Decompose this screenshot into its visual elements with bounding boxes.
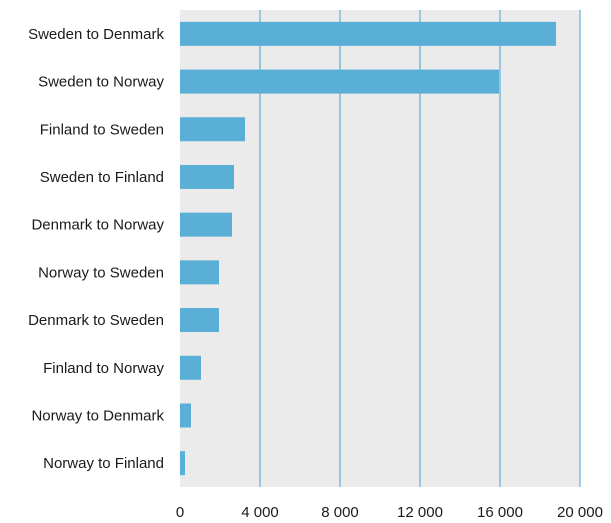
x-tick-label: 16 000 (477, 504, 523, 521)
x-tick-labels: 0 4 000 8 000 12 000 16 000 20 000 (176, 504, 603, 521)
x-tick-label: 4 000 (241, 504, 279, 521)
category-label: Norway to Denmark (31, 407, 164, 424)
category-label: Norway to Finland (43, 455, 164, 472)
x-tick-label: 8 000 (321, 504, 359, 521)
category-label: Sweden to Norway (38, 74, 164, 91)
category-label: Finland to Sweden (40, 121, 164, 138)
category-label: Finland to Norway (43, 360, 164, 377)
bar (180, 355, 201, 380)
category-label: Norway to Sweden (38, 264, 164, 281)
bar (180, 69, 499, 94)
bar (180, 451, 185, 476)
bar (180, 164, 234, 189)
bar (180, 260, 219, 285)
x-tick-label: 20 000 (557, 504, 603, 521)
category-label: Denmark to Norway (31, 217, 164, 234)
bar (180, 117, 245, 142)
bar (180, 403, 191, 428)
category-label: Sweden to Finland (40, 169, 164, 186)
bar (180, 21, 556, 46)
x-tick-label: 0 (176, 504, 184, 521)
category-label: Denmark to Sweden (28, 312, 164, 329)
category-labels: Sweden to Denmark Sweden to Norway Finland… (28, 26, 164, 472)
bar (180, 308, 219, 333)
bars (180, 21, 556, 476)
category-label: Sweden to Denmark (28, 26, 164, 43)
x-tick-label: 12 000 (397, 504, 443, 521)
bar (180, 212, 232, 237)
